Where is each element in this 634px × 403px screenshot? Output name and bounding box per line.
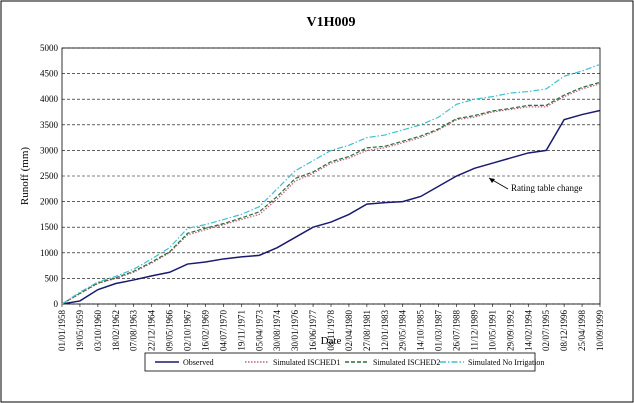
x-tick-label: 27/08/1981 (362, 310, 372, 351)
legend-label: Simulated ISCHED2 (373, 358, 440, 367)
x-tick-label: 16/02/1969 (200, 310, 210, 352)
legend-label: Observed (183, 358, 214, 367)
x-tick-label: 30/01/1976 (290, 310, 300, 352)
series-line (61, 63, 601, 305)
y-tick-label: 3000 (40, 145, 59, 155)
y-axis-label: Runoff (mm) (19, 147, 31, 205)
x-tick-label: 01/03/1987 (434, 310, 444, 352)
x-tick-label: 14/10/1985 (416, 310, 426, 352)
x-tick-label: 11/12/1989 (469, 310, 479, 351)
x-tick-label: 10/09/1999 (595, 310, 605, 352)
x-tick-label: 01/01/1958 (57, 310, 67, 352)
y-tick-label: 4500 (40, 69, 59, 79)
x-tick-label: 26/07/1988 (452, 310, 462, 352)
x-tick-label: 02/04/1980 (344, 310, 354, 352)
chart-title: V1H009 (307, 15, 356, 30)
y-tick-label: 4000 (40, 94, 59, 104)
y-tick-label: 0 (54, 299, 59, 309)
x-tick-label: 12/01/1983 (380, 310, 390, 352)
y-tick-label: 1500 (40, 222, 59, 232)
x-tick-label: 16/06/1977 (308, 310, 318, 352)
series-line (61, 81, 601, 305)
x-tick-label: 29/09/1992 (505, 310, 515, 351)
x-tick-label: 05/04/1973 (254, 310, 264, 352)
series-line (61, 83, 601, 305)
x-tick-label: 19/05/1959 (75, 310, 85, 352)
y-tick-label: 1000 (40, 248, 59, 258)
x-tick-label: 04/07/1970 (218, 310, 228, 352)
series-line (61, 109, 601, 305)
y-tick-label: 5000 (40, 43, 59, 53)
x-tick-label: 03/10/1960 (93, 310, 103, 352)
annotation: Rating table change (511, 183, 582, 193)
x-tick-label: 02/07/1995 (541, 310, 551, 352)
x-tick-label: 08/12/1996 (559, 310, 569, 352)
x-tick-label: 29/05/1984 (398, 310, 408, 352)
x-tick-label: 22/12/1964 (147, 310, 157, 352)
x-tick-label: 09/05/1966 (165, 310, 175, 352)
x-tick-label: 30/08/1974 (272, 310, 282, 352)
annotation-arrowhead (489, 178, 495, 183)
x-tick-label: 10/05/1991 (487, 310, 497, 351)
x-tick-label: 07/08/1963 (129, 310, 139, 352)
legend-label: Simulated ISCHED1 (273, 358, 340, 367)
y-tick-label: 2000 (40, 197, 59, 207)
legend-label: Simulated No Irrigation (468, 358, 544, 367)
y-tick-label: 500 (45, 273, 59, 283)
x-axis-label: Date (321, 335, 342, 347)
x-tick-label: 25/04/1998 (577, 310, 587, 352)
y-tick-label: 2500 (40, 171, 59, 181)
y-tick-label: 3500 (40, 120, 59, 130)
x-tick-label: 02/10/1967 (183, 310, 193, 352)
x-tick-label: 19/11/1971 (236, 310, 246, 351)
x-tick-label: 14/02/1994 (523, 310, 533, 352)
x-tick-label: 18/02/1962 (111, 310, 121, 351)
x-tick-label: 08/11/1978 (326, 310, 336, 351)
legend-box (144, 352, 536, 372)
